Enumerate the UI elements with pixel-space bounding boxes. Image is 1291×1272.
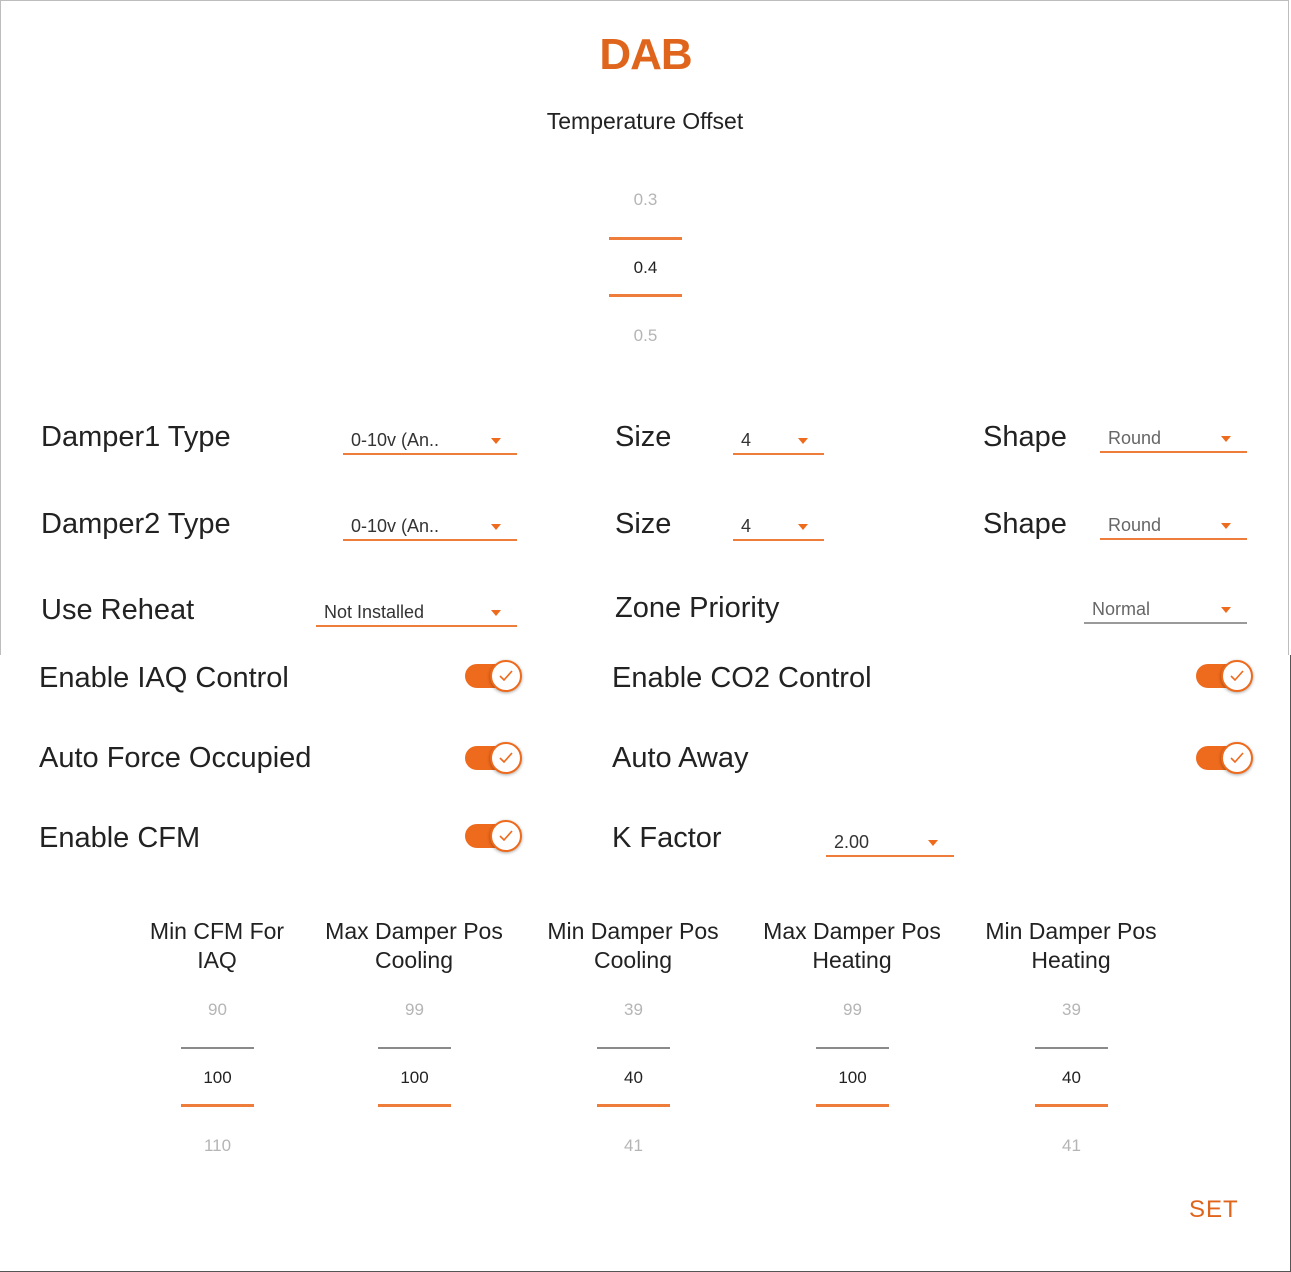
temp-offset-prev[interactable]: 0.3 [633, 190, 658, 209]
enable-cfm-label: Enable CFM [39, 822, 201, 854]
damper2-shape-value: Round [1108, 515, 1162, 535]
chevron-down-icon [1221, 523, 1231, 529]
enable-iaq-toggle[interactable] [465, 660, 522, 692]
enable-cfm-toggle[interactable] [465, 820, 522, 852]
damper2-size-value: 4 [741, 516, 752, 536]
check-icon [1221, 660, 1253, 692]
k-factor-label: K Factor [612, 822, 722, 854]
min-damper-cooling-label: Min Damper Pos Cooling [547, 918, 719, 973]
damper1-shape-label: Shape [983, 421, 1067, 453]
damper1-shape-value: Round [1108, 428, 1162, 448]
picker-divider-top [597, 1047, 670, 1049]
temp-offset-label: Temperature Offset [546, 108, 744, 134]
picker-divider-bottom [816, 1104, 889, 1107]
picker-divider-bottom [378, 1104, 451, 1107]
temp-offset-divider-bottom [609, 294, 682, 297]
max-damper-heating-label: Max Damper Pos Heating [763, 918, 941, 973]
damper2-type-label: Damper2 Type [41, 508, 231, 540]
check-icon [490, 742, 522, 774]
zone-priority-value: Normal [1092, 599, 1151, 619]
enable-iaq-label: Enable IAQ Control [39, 662, 289, 694]
enable-co2-label: Enable CO2 Control [612, 662, 872, 694]
picker-divider-top [1035, 1047, 1108, 1049]
chevron-down-icon [491, 524, 501, 530]
max-damper-cooling-label: Max Damper Pos Cooling [325, 918, 503, 973]
picker-divider-top [181, 1047, 254, 1049]
min-damper-cooling-next[interactable]: 41 [624, 1136, 643, 1155]
min-cfm-iaq-next[interactable]: 110 [203, 1136, 232, 1155]
use-reheat-label: Use Reheat [41, 594, 195, 626]
chevron-down-icon [1221, 607, 1231, 613]
damper1-size-label: Size [615, 421, 672, 453]
damper2-shape-label: Shape [983, 508, 1067, 540]
min-cfm-iaq-current[interactable]: 100 [203, 1068, 232, 1087]
use-reheat-dropdown[interactable]: Not Installed [316, 597, 517, 627]
zone-priority-label: Zone Priority [615, 592, 780, 624]
min-damper-cooling-prev[interactable]: 39 [624, 1000, 643, 1019]
chevron-down-icon [491, 610, 501, 616]
min-damper-heating-next[interactable]: 41 [1062, 1136, 1081, 1155]
k-factor-value: 2.00 [834, 832, 870, 852]
auto-force-occupied-label: Auto Force Occupied [39, 742, 312, 774]
max-damper-cooling-prev[interactable]: 99 [405, 1000, 424, 1019]
enable-co2-toggle[interactable] [1196, 660, 1253, 692]
page-title: DAB [599, 30, 692, 79]
chevron-down-icon [928, 840, 938, 846]
zone-priority-dropdown[interactable]: Normal [1084, 594, 1247, 624]
damper2-size-label: Size [615, 508, 672, 540]
set-button[interactable]: SET [1189, 1196, 1239, 1223]
damper1-shape-dropdown[interactable]: Round [1100, 423, 1247, 453]
chevron-down-icon [798, 524, 808, 530]
min-cfm-iaq-prev[interactable]: 90 [208, 1000, 227, 1019]
max-damper-heating-current[interactable]: 100 [838, 1068, 867, 1087]
chevron-down-icon [1221, 436, 1231, 442]
min-damper-cooling-current[interactable]: 40 [624, 1068, 643, 1087]
damper2-shape-dropdown[interactable]: Round [1100, 510, 1247, 540]
max-damper-heating-prev[interactable]: 99 [843, 1000, 862, 1019]
temp-offset-current[interactable]: 0.4 [633, 258, 658, 277]
max-damper-cooling-current[interactable]: 100 [400, 1068, 429, 1087]
k-factor-dropdown[interactable]: 2.00 [826, 827, 954, 857]
picker-divider-top [816, 1047, 889, 1049]
auto-away-label: Auto Away [612, 742, 749, 774]
damper1-size-value: 4 [741, 430, 752, 450]
damper1-size-dropdown[interactable]: 4 [733, 425, 824, 455]
chevron-down-icon [798, 438, 808, 444]
min-cfm-iaq-label: Min CFM For IAQ [149, 918, 285, 973]
damper1-type-dropdown[interactable]: 0-10v (An.. [343, 425, 517, 455]
min-damper-heating-current[interactable]: 40 [1062, 1068, 1081, 1087]
top-panel-frame [0, 0, 1289, 655]
min-damper-heating-prev[interactable]: 39 [1062, 1000, 1081, 1019]
damper1-type-label: Damper1 Type [41, 421, 231, 453]
damper2-type-dropdown[interactable]: 0-10v (An.. [343, 511, 517, 541]
temp-offset-divider-top [609, 237, 682, 240]
use-reheat-value: Not Installed [324, 602, 425, 622]
damper1-type-value: 0-10v (An.. [351, 430, 440, 450]
min-damper-heating-label: Min Damper Pos Heating [985, 918, 1157, 973]
auto-away-toggle[interactable] [1196, 742, 1253, 774]
check-icon [1221, 742, 1253, 774]
auto-force-occupied-toggle[interactable] [465, 742, 522, 774]
check-icon [490, 660, 522, 692]
damper2-size-dropdown[interactable]: 4 [733, 511, 824, 541]
picker-divider-bottom [1035, 1104, 1108, 1107]
picker-divider-bottom [181, 1104, 254, 1107]
temp-offset-next[interactable]: 0.5 [633, 326, 658, 345]
picker-divider-top [378, 1047, 451, 1049]
check-icon [490, 820, 522, 852]
chevron-down-icon [491, 438, 501, 444]
damper2-type-value: 0-10v (An.. [351, 516, 440, 536]
picker-divider-bottom [597, 1104, 670, 1107]
